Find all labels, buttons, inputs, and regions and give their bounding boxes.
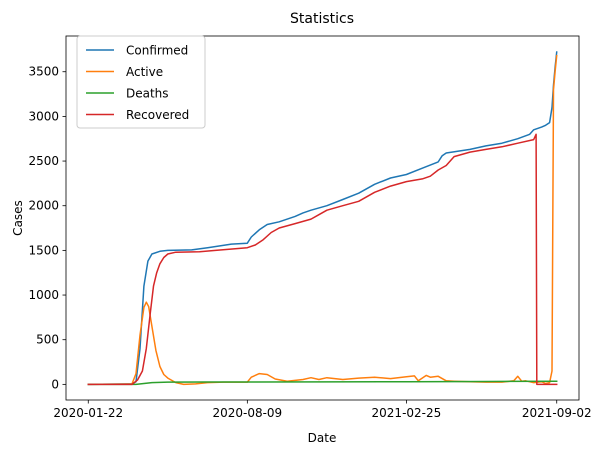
series-line-recovered: [87, 133, 558, 386]
y-tick-label: 2500: [28, 154, 59, 168]
y-tick-label: 3500: [28, 65, 59, 79]
plot-frame: [65, 35, 580, 401]
y-tick-label: 2000: [28, 199, 59, 213]
series-line-deaths: [87, 380, 558, 386]
y-tick-label: 1500: [28, 243, 59, 257]
y-tick-label: 3000: [28, 109, 59, 123]
legend-box: [76, 35, 206, 129]
y-axis-label: Cases: [11, 200, 25, 236]
legend-label-active: Active: [126, 65, 163, 79]
x-tick-label: 2020-01-22: [53, 406, 123, 420]
x-tick-label: 2021-09-02: [522, 406, 592, 420]
x-axis-ticks: 2020-01-22 2020-08-09 2021-02-25 2021-09-02: [53, 400, 592, 420]
y-tick-label: 0: [51, 377, 59, 391]
series-layer: [87, 51, 558, 386]
legend-label-recovered: Recovered: [126, 108, 189, 122]
y-tick-label: 1000: [28, 288, 59, 302]
x-tick-label: 2020-08-09: [212, 406, 282, 420]
legend: Confirmed Active Deaths Recovered: [76, 35, 206, 129]
chart-title: Statistics: [290, 11, 354, 27]
x-tick-label: 2021-02-25: [372, 406, 442, 420]
y-tick-label: 500: [36, 333, 59, 347]
y-axis-ticks: 0 500 1000 1500 2000 2500 3000 3500: [28, 65, 66, 391]
legend-label-deaths: Deaths: [126, 87, 169, 101]
x-axis-label: Date: [308, 431, 337, 445]
series-line-confirmed: [87, 51, 558, 386]
legend-label-confirmed: Confirmed: [126, 44, 188, 58]
